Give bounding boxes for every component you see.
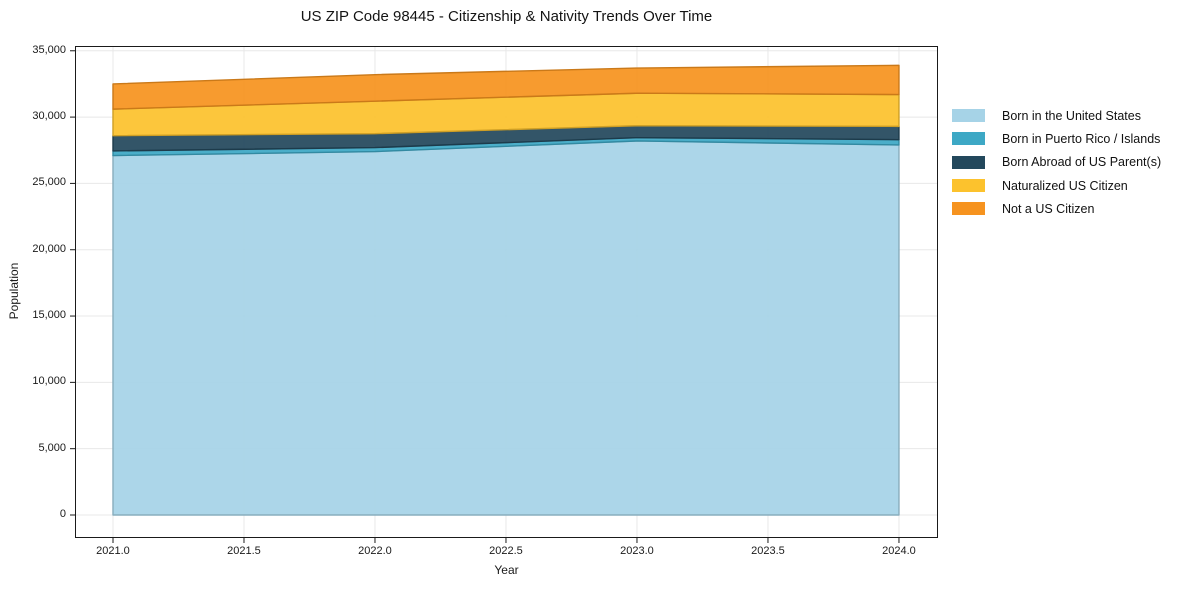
x-tick-label: 2022.5 xyxy=(489,545,523,557)
y-tick-label: 5,000 xyxy=(38,441,66,454)
legend-item: Not a US Citizen xyxy=(952,197,1161,220)
legend-swatch xyxy=(952,202,985,216)
x-tick-label: 2021.0 xyxy=(96,545,130,557)
legend-swatch xyxy=(952,155,985,169)
plot-area xyxy=(70,46,938,543)
y-tick-label: 35,000 xyxy=(32,43,66,56)
legend-label: Not a US Citizen xyxy=(1002,201,1095,216)
legend: Born in the United States Born in Puerto… xyxy=(952,104,1161,220)
x-axis-label: Year xyxy=(494,563,519,577)
chart-title: US ZIP Code 98445 - Citizenship & Nativi… xyxy=(300,8,713,25)
legend-swatch xyxy=(952,179,985,193)
x-tick-label: 2023.5 xyxy=(751,545,785,557)
legend-label: Born Abroad of US Parent(s) xyxy=(1002,155,1162,170)
x-tick-label: 2021.5 xyxy=(227,545,261,557)
y-tick-label: 20,000 xyxy=(32,242,66,255)
y-tick-label: 10,000 xyxy=(32,375,66,388)
x-tick-label: 2023.0 xyxy=(620,545,654,557)
legend-label: Born in the United States xyxy=(1002,108,1141,123)
legend-swatch xyxy=(952,109,985,123)
y-tick-label: 0 xyxy=(59,508,66,520)
legend-item: Born Abroad of US Parent(s) xyxy=(952,151,1161,174)
y-tick-label: 25,000 xyxy=(32,176,66,189)
y-tick-label: 30,000 xyxy=(32,110,66,123)
x-tick-label: 2024.0 xyxy=(882,545,916,557)
legend-label: Naturalized US Citizen xyxy=(1002,178,1128,193)
legend-swatch xyxy=(952,132,985,146)
legend-item: Born in Puerto Rico / Islands xyxy=(952,127,1161,150)
y-tick-label: 15,000 xyxy=(32,309,66,322)
legend-item: Naturalized US Citizen xyxy=(952,174,1161,197)
legend-item: Born in the United States xyxy=(952,104,1161,127)
x-tick-label: 2022.0 xyxy=(358,545,392,557)
legend-label: Born in Puerto Rico / Islands xyxy=(1002,131,1161,146)
